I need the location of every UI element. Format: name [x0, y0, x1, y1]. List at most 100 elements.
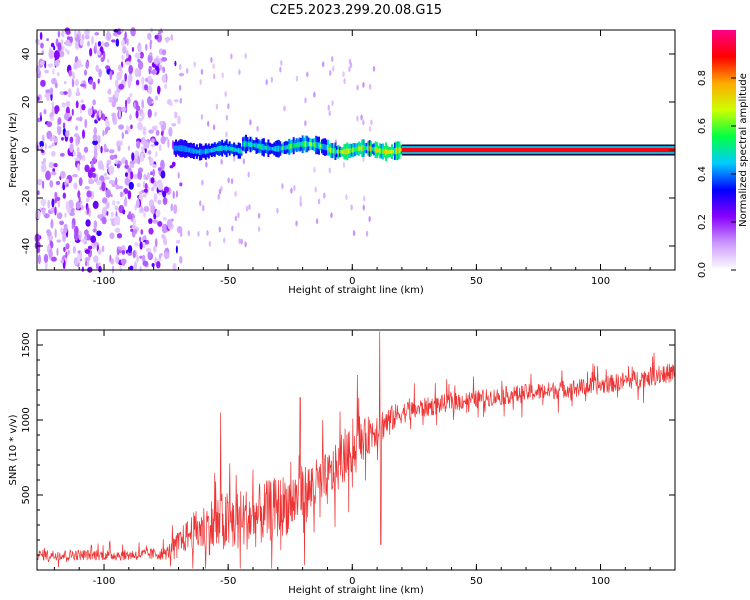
- heatmap-cell: [224, 145, 227, 151]
- heatmap-cell: [105, 65, 111, 70]
- heatmap-cell: [92, 228, 97, 233]
- snr-y-axis-label: SNR (10 * v/v): [8, 414, 19, 485]
- x-tick-label: 0: [349, 276, 355, 287]
- heatmap-cell: [218, 145, 221, 152]
- heatmap-cell: [124, 172, 129, 177]
- heatmap-cell: [323, 192, 326, 199]
- heatmap-cell: [60, 227, 64, 233]
- heatmap-cell: [44, 142, 47, 150]
- heatmap-cell: [54, 206, 57, 216]
- heatmap-cell: [50, 171, 57, 176]
- heatmap-cell: [105, 126, 111, 131]
- heatmap-cell: [63, 112, 69, 121]
- colorbar-label: Normalized spectral amplitude: [738, 73, 749, 227]
- heatmap-cell: [53, 163, 58, 168]
- heatmap-cell: [315, 218, 319, 225]
- heatmap-cell: [171, 123, 177, 127]
- heatmap-cell: [391, 149, 394, 155]
- heatmap-cell: [185, 146, 188, 153]
- heatmap-cell: [43, 109, 47, 115]
- heatmap-cell: [358, 146, 361, 152]
- heatmap-cell: [162, 197, 168, 205]
- heatmap-cell: [45, 89, 51, 94]
- heatmap-cell: [230, 53, 233, 60]
- heatmap-cell: [252, 143, 255, 147]
- heatmap-cell: [341, 150, 344, 154]
- heatmap-cell: [129, 265, 134, 271]
- heatmap-cell: [51, 77, 57, 85]
- heatmap-cell: [152, 245, 157, 253]
- heatmap-cell: [127, 167, 132, 174]
- heatmap-cell: [147, 150, 152, 155]
- heatmap-cell: [57, 126, 62, 136]
- heatmap-cell: [87, 40, 90, 47]
- heatmap-cell: [43, 213, 50, 219]
- heatmap-cell: [50, 207, 56, 214]
- heatmap-cell: [105, 32, 112, 41]
- heatmap-cell: [97, 134, 101, 144]
- heatmap-cell: [117, 145, 121, 152]
- heatmap-cell: [160, 170, 166, 179]
- heatmap-cell: [310, 142, 313, 147]
- heatmap-cell: [179, 97, 182, 104]
- heatmap-cell: [371, 147, 374, 151]
- colorbar: 0.0 0.2 0.4 0.6 0.8 Normalized spectral ampl…: [697, 30, 749, 278]
- heatmap-cell: [82, 154, 86, 162]
- heatmap-cell: [201, 149, 204, 154]
- heatmap-cell: [118, 124, 124, 130]
- heatmap-cell: [84, 256, 91, 262]
- heatmap-cell: [212, 73, 216, 80]
- heatmap-cell: [242, 158, 246, 165]
- heatmap-cell: [65, 130, 70, 138]
- heatmap-cell: [313, 142, 316, 148]
- heatmap-cell: [147, 75, 152, 82]
- heatmap-cell: [145, 239, 150, 245]
- heatmap-cell: [54, 191, 58, 199]
- heatmap-cell: [377, 148, 380, 153]
- colorbar-tick-label: 0.4: [697, 166, 708, 182]
- heatmap-cell: [132, 217, 136, 227]
- heatmap-cell: [151, 262, 155, 268]
- heatmap-cell: [81, 33, 85, 41]
- heatmap-cell: [197, 230, 200, 237]
- heatmap-cell: [125, 99, 128, 107]
- heatmap-cell: [41, 149, 45, 153]
- heatmap-cell: [304, 120, 307, 127]
- heatmap-cell: [102, 129, 105, 137]
- heatmap-cell: [331, 147, 334, 154]
- heatmap-cell: [368, 83, 372, 90]
- heatmap-cell: [227, 177, 230, 184]
- heatmap-cell: [178, 72, 185, 77]
- heatmap-cell: [281, 183, 284, 190]
- heatmap-cell: [51, 256, 57, 262]
- heatmap-cell: [157, 181, 164, 191]
- heatmap-cell: [87, 260, 90, 267]
- heatmap-cell: [135, 109, 139, 119]
- heatmap-cell: [78, 235, 81, 241]
- heatmap-cell: [164, 83, 168, 90]
- heatmap-cell: [298, 142, 301, 148]
- heatmap-cell: [67, 249, 70, 255]
- heatmap-cell: [84, 185, 90, 190]
- heatmap-cell: [365, 230, 369, 237]
- heatmap-cell: [114, 158, 118, 165]
- heatmap-cell: [386, 149, 389, 155]
- heatmap-cell: [152, 164, 157, 169]
- heatmap-cell: [62, 122, 66, 129]
- heatmap-cell: [258, 143, 261, 149]
- heatmap-cell: [210, 147, 213, 153]
- heatmap-cell: [59, 220, 65, 226]
- heatmap-cell: [329, 147, 332, 153]
- heatmap-cell: [126, 37, 129, 46]
- heatmap-cell: [81, 238, 86, 243]
- heatmap-cell: [60, 259, 64, 264]
- heatmap-cell: [249, 119, 252, 126]
- heatmap-cell: [399, 148, 402, 152]
- heatmap-cell: [136, 140, 141, 149]
- heatmap-cell: [106, 163, 109, 169]
- heatmap-cell: [137, 170, 143, 180]
- heatmap-marks: [34, 26, 675, 274]
- heatmap-cell: [65, 243, 70, 250]
- heatmap-cell: [72, 72, 75, 81]
- heatmap-cell: [380, 148, 383, 154]
